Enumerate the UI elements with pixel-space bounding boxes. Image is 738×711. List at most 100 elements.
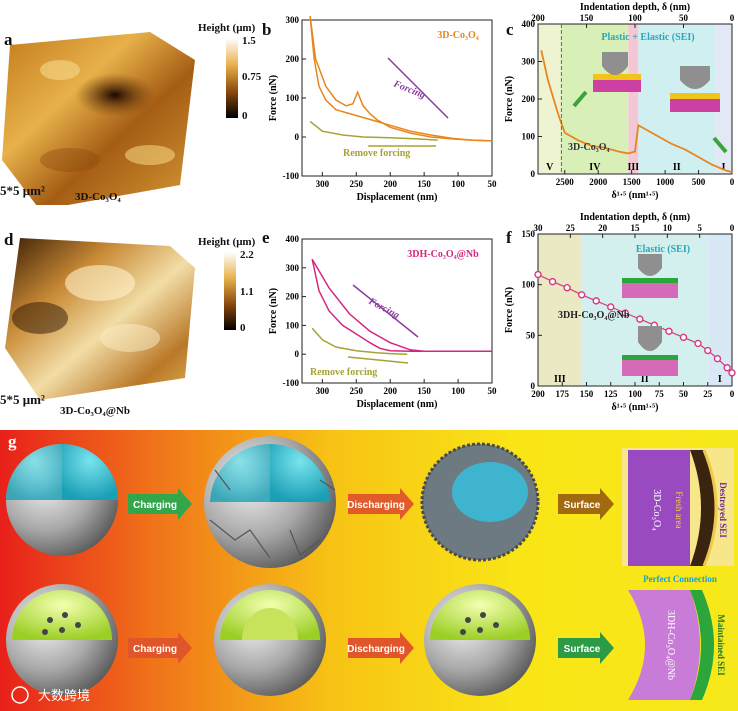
chart-e-ytick-label-1: 0 bbox=[295, 349, 300, 359]
inset-r2-label-core: 3DH-Co₃O₄@Nb bbox=[665, 610, 676, 680]
chart-f-series-0 bbox=[537, 273, 733, 374]
colorbar-tick-d-bottom: 0 bbox=[240, 322, 246, 334]
chart-f-toptick-label-5: 5 bbox=[697, 223, 702, 233]
chart-f-banner: Elastic (SEI) bbox=[636, 244, 690, 255]
chart-e-xtick-label-3: 150 bbox=[417, 386, 431, 396]
chart-f-toptick-label-4: 10 bbox=[663, 223, 673, 233]
arrow-discharging-r1-label: Discharging bbox=[347, 500, 405, 511]
chart-c-region-label-2: III bbox=[627, 162, 639, 173]
arrow-surface-r1-label: Surface bbox=[564, 500, 601, 511]
chart-f-ytick-label-0: 0 bbox=[531, 381, 536, 391]
chart-c-xtick-label-1: 2000 bbox=[589, 177, 608, 187]
chart-c-region-1 bbox=[561, 24, 629, 174]
chart-f-point-6 bbox=[621, 309, 630, 317]
chart-f-ylabel: Force (nN) bbox=[504, 287, 515, 333]
chart-b-series bbox=[309, 16, 493, 147]
panel-label-b: b bbox=[262, 20, 272, 39]
chart-f-xtick-label-6: 50 bbox=[679, 389, 689, 399]
colorbar-tick-a-bottom: 0 bbox=[242, 110, 248, 122]
chart-c-banner: Plastic + Elastic (SEI) bbox=[601, 32, 694, 43]
sphere-r1-charged bbox=[204, 436, 336, 568]
inset-r1-label-fresh: Fresh area bbox=[674, 491, 684, 528]
chart-f-point-9 bbox=[665, 327, 673, 335]
colorbar-a bbox=[226, 38, 238, 118]
colorbar-tick-d-mid: 1.1 bbox=[240, 286, 254, 298]
chart-b-xtick-label-2: 200 bbox=[383, 179, 397, 189]
chart-e-ytick-label-0: -100 bbox=[283, 378, 300, 388]
chart-c-toptick-label-4: 0 bbox=[730, 13, 735, 23]
chart-f-toptick-label-2: 20 bbox=[598, 223, 608, 233]
chart-e-xtick-label-0: 300 bbox=[316, 386, 330, 396]
chart-b-legend: 3D-Co₃O₄ bbox=[437, 30, 479, 41]
chart-c-ytick-label-3: 300 bbox=[522, 57, 536, 67]
chart-e-annot-remove: Remove forcing bbox=[310, 367, 377, 378]
chart-c-region-label-0: V bbox=[546, 162, 554, 173]
inset-r1-label-core: 3D-Co₃O₄ bbox=[651, 489, 662, 531]
chart-f-region-0 bbox=[538, 234, 582, 386]
chart-e-remove-arrow bbox=[347, 356, 409, 364]
chart-b: 300 250 200 150 100 50 -100 0 100 200 300 Displacem… bbox=[268, 15, 498, 203]
chart-f-toptick-label-3: 15 bbox=[631, 223, 641, 233]
chart-b-xtick-label-5: 50 bbox=[488, 179, 498, 189]
chart-f-point-11 bbox=[694, 339, 702, 348]
sphere-r2-discharged bbox=[424, 584, 536, 696]
chart-f-xtick-label-5: 75 bbox=[655, 389, 665, 399]
chart-c-ytick-label-4: 400 bbox=[522, 19, 536, 29]
chart-e: 300 250 200 150 100 50 -100 0 100 200 300 400 Displa… bbox=[268, 234, 497, 410]
arrow-discharging-r1 bbox=[348, 488, 414, 520]
chart-e-ticks: 300 250 200 150 100 50 -100 0 100 200 300 400 Displa… bbox=[268, 234, 497, 410]
chart-f-sample: 3DH-Co₃O₄@Nb bbox=[558, 310, 630, 321]
sample-label-d: 3D-Co₃O₄@Nb bbox=[60, 405, 130, 417]
chart-b-xtick-label-4: 100 bbox=[451, 179, 465, 189]
chart-c-xtick-label-0: 2500 bbox=[556, 177, 575, 187]
chart-f-point-1 bbox=[548, 277, 557, 286]
chart-f-region-label-0: III bbox=[554, 374, 566, 385]
chart-f-xtick-label-8: 0 bbox=[730, 389, 735, 399]
chart-f-point-2 bbox=[563, 284, 571, 292]
arrow-discharging-r2-label: Discharging bbox=[347, 644, 405, 655]
chart-f-xlabel: δ¹·⁵ (nm¹·⁵) bbox=[612, 402, 659, 413]
chart-c-series-0 bbox=[540, 50, 733, 173]
chart-e-xtick-label-4: 100 bbox=[451, 386, 465, 396]
chart-b-ytick-label-3: 200 bbox=[286, 54, 300, 64]
chart-f-point-14 bbox=[723, 364, 731, 372]
chart-e-forcing-arrow bbox=[352, 284, 419, 338]
chart-b-xtick-label-1: 250 bbox=[350, 179, 364, 189]
chart-f-point-4 bbox=[592, 297, 600, 305]
chart-e-frame bbox=[301, 238, 493, 384]
chart-c-toptick-label-3: 50 bbox=[679, 13, 689, 23]
chart-c-ylabel: Force (nN) bbox=[504, 76, 515, 122]
chart-c-xlabel: δ¹·⁵ (nm¹·⁵) bbox=[612, 190, 659, 201]
chart-f-point-5 bbox=[607, 303, 615, 311]
chart-c-ytick-label-0: 0 bbox=[531, 169, 536, 179]
chart-b-xtick-label-3: 150 bbox=[417, 179, 431, 189]
schematic-panel-g bbox=[0, 430, 738, 711]
arrow-surface-r2-label: Surface bbox=[564, 644, 601, 655]
chart-c: V IV III II I 2500 2000 1500 1000 500 00100200300… bbox=[504, 2, 735, 201]
panel-label-g: g bbox=[8, 432, 17, 451]
chart-c-ytick-label-2: 200 bbox=[522, 94, 536, 104]
arrow-discharging-r2 bbox=[348, 632, 414, 664]
sample-label-a: 3D-Co₃O₄ bbox=[75, 191, 121, 203]
chart-f-point-7 bbox=[636, 315, 644, 323]
surface-inset-r2 bbox=[628, 590, 714, 700]
chart-f-point-10 bbox=[679, 333, 688, 342]
chart-b-series-0 bbox=[309, 16, 493, 142]
chart-f-region-label-2: I bbox=[718, 374, 722, 385]
chart-e-series-1 bbox=[311, 259, 492, 353]
indenter-diagram-f2 bbox=[622, 326, 678, 376]
chart-e-xlabel: Displacement (nm) bbox=[357, 399, 438, 410]
chart-e-ytick-label-4: 300 bbox=[286, 263, 300, 273]
panel-label-d: d bbox=[4, 230, 14, 249]
indenter-diagram-c1 bbox=[593, 52, 641, 92]
chart-f-xtick-label-1: 175 bbox=[556, 389, 570, 399]
chart-b-xlabel: Displacement (nm) bbox=[357, 192, 438, 203]
chart-f-region-2 bbox=[707, 234, 732, 386]
chart-f-point-12 bbox=[704, 346, 712, 355]
chart-f-toptick-label-1: 25 bbox=[566, 223, 576, 233]
chart-e-ytick-label-5: 400 bbox=[286, 234, 300, 244]
arrow-surface-r2 bbox=[558, 632, 614, 664]
chart-f-xtick-label-0: 200 bbox=[531, 389, 545, 399]
inset-r1-label-sei: Destroyed SEI bbox=[718, 482, 728, 538]
